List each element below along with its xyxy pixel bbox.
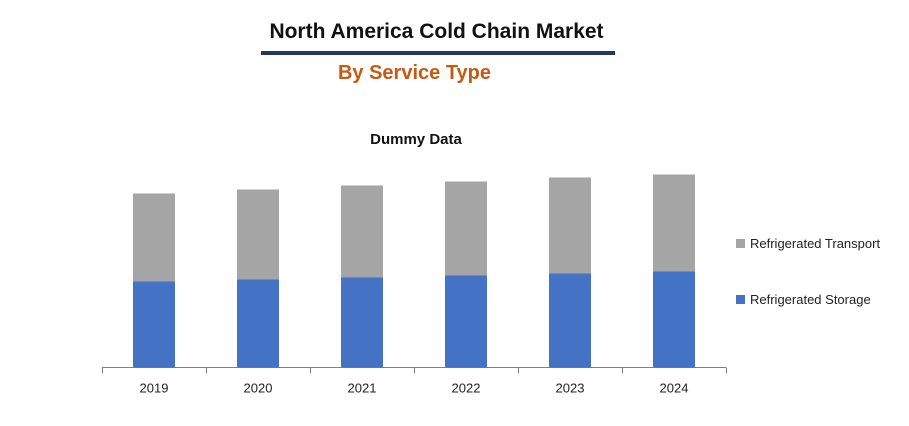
- bar-refrigerated-transport-2019: [133, 193, 175, 282]
- legend-swatch-transport: [736, 239, 745, 248]
- bar-refrigerated-storage-2019: [133, 281, 175, 368]
- page-title: North America Cold Chain Market: [269, 20, 604, 43]
- x-tick-label-2020: 2020: [244, 381, 273, 396]
- legend-swatch-storage: [736, 295, 745, 304]
- bar-refrigerated-storage-2021: [341, 277, 383, 368]
- bar-refrigerated-transport-2021: [341, 185, 383, 278]
- title-underline: [261, 51, 615, 55]
- bar-refrigerated-transport-2023: [549, 177, 591, 274]
- x-tick-label-2019: 2019: [140, 381, 169, 396]
- bar-refrigerated-storage-2022: [445, 275, 487, 368]
- bar-refrigerated-transport-2024: [653, 174, 695, 272]
- bar-refrigerated-transport-2022: [445, 181, 487, 276]
- legend-item-transport: Refrigerated Transport: [736, 236, 880, 251]
- bar-refrigerated-storage-2020: [237, 279, 279, 368]
- chart-title: Dummy Data: [370, 131, 462, 148]
- x-tick-label-2022: 2022: [452, 381, 481, 396]
- x-tick-label-2021: 2021: [348, 381, 377, 396]
- x-tick-label-2024: 2024: [660, 381, 689, 396]
- page-subtitle: By Service Type: [337, 62, 492, 84]
- x-tick-label-2023: 2023: [556, 381, 585, 396]
- legend-label-transport: Refrigerated Transport: [750, 236, 881, 251]
- bar-refrigerated-storage-2023: [549, 273, 591, 368]
- bar-refrigerated-storage-2024: [653, 271, 695, 368]
- bar-refrigerated-transport-2020: [237, 189, 279, 280]
- legend-item-storage: Refrigerated Storage: [736, 292, 871, 307]
- legend-label-storage: Refrigerated Storage: [750, 292, 871, 307]
